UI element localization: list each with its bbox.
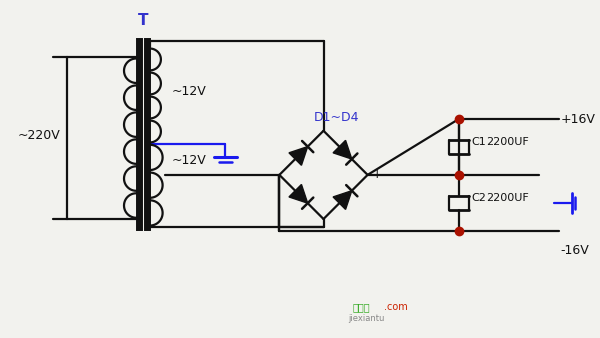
Text: -16V: -16V [561, 244, 589, 257]
Polygon shape [333, 140, 352, 159]
Polygon shape [289, 147, 308, 165]
Text: +16V: +16V [561, 113, 596, 125]
Text: ~220V: ~220V [17, 129, 61, 142]
Text: C2: C2 [472, 193, 487, 203]
Text: 2200UF: 2200UF [486, 193, 529, 203]
Text: +: + [371, 168, 382, 182]
Text: D1~D4: D1~D4 [314, 111, 359, 124]
Text: ~12V: ~12V [172, 154, 206, 167]
Text: 2200UF: 2200UF [486, 137, 529, 147]
Text: ~12V: ~12V [172, 85, 206, 98]
Text: jiexiantu: jiexiantu [348, 314, 385, 323]
Text: C1: C1 [472, 137, 486, 147]
Text: 接线图: 接线图 [353, 302, 371, 312]
Polygon shape [289, 185, 308, 203]
Text: T: T [138, 14, 148, 28]
Text: .com: .com [384, 302, 408, 312]
Polygon shape [333, 191, 352, 210]
Text: -: - [268, 168, 273, 182]
